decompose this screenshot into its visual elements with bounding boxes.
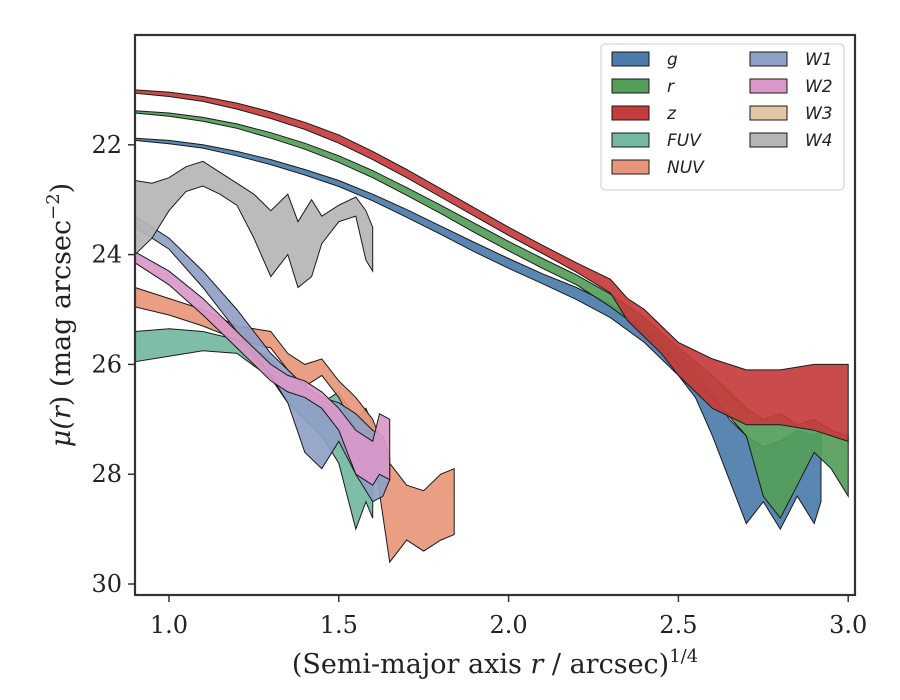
legend-swatch-z (611, 105, 650, 121)
legend-swatch-g (611, 51, 650, 67)
y-axis-label-var: r (46, 404, 77, 419)
legend-label-z: z (666, 104, 677, 124)
y-axis-label-unit: ) (mag arcsec (46, 220, 77, 406)
x-axis-ticks: 1.0 1.5 2.0 2.5 3.0 (150, 595, 867, 639)
legend-label-r: r (667, 77, 675, 97)
x-tick-label: 1.5 (320, 611, 358, 639)
legend-swatch-r (611, 78, 650, 94)
legend-label-nuv: NUV (667, 158, 705, 178)
legend-label-w4: W4 (805, 131, 833, 151)
x-tick-label: 2.5 (659, 611, 697, 639)
y-tick-label: 26 (91, 350, 122, 378)
y-tick-label: 24 (91, 241, 122, 269)
x-axis-label-exponent: 1/4 (669, 646, 698, 667)
band-z (134, 89, 849, 442)
legend-swatch-w4 (749, 132, 788, 148)
legend-label-w3: W3 (805, 104, 833, 124)
legend: grz FUV NUV W1 W2 W3 W4 (600, 43, 845, 191)
legend-label-fuv: FUV (667, 131, 702, 151)
x-axis-label: (Semi-major axis r / arcsec)1/4 (292, 646, 698, 680)
x-tick-label: 1.0 (150, 611, 188, 639)
band-r (134, 110, 849, 520)
band-w4 (134, 160, 374, 289)
x-tick-label: 3.0 (829, 611, 867, 639)
y-axis-label-close: ) (46, 183, 77, 194)
y-tick-label: 28 (91, 460, 122, 488)
y-axis-ticks: 22 24 26 28 30 (91, 131, 135, 598)
x-axis-label-part-2: / arcsec) (543, 649, 669, 680)
legend-label-w2: W2 (805, 77, 833, 97)
legend-swatch-fuv (611, 132, 650, 148)
x-axis-label-var: r (530, 649, 545, 680)
band-g (134, 137, 822, 531)
y-axis-label-mu: μ( (46, 418, 77, 448)
profile-bands (134, 89, 849, 564)
legend-label-g: g (667, 50, 678, 70)
legend-swatch-w2 (749, 78, 788, 94)
y-tick-label: 30 (91, 570, 122, 598)
x-axis-label-part-1: (Semi-major axis (292, 649, 531, 680)
legend-swatch-w3 (749, 105, 788, 121)
legend-label-w1: W1 (805, 50, 833, 70)
band-w2 (134, 251, 391, 486)
y-tick-label: 22 (91, 131, 122, 159)
legend-swatch-w1 (749, 51, 788, 67)
plot-frame (133, 33, 857, 597)
y-axis-label: μ(r) (mag arcsec−2) (43, 183, 77, 447)
x-tick-label: 2.0 (489, 611, 527, 639)
y-axis-label-exponent: −2 (43, 193, 64, 220)
legend-swatch-nuv (611, 159, 650, 175)
band-nuv (134, 286, 455, 564)
